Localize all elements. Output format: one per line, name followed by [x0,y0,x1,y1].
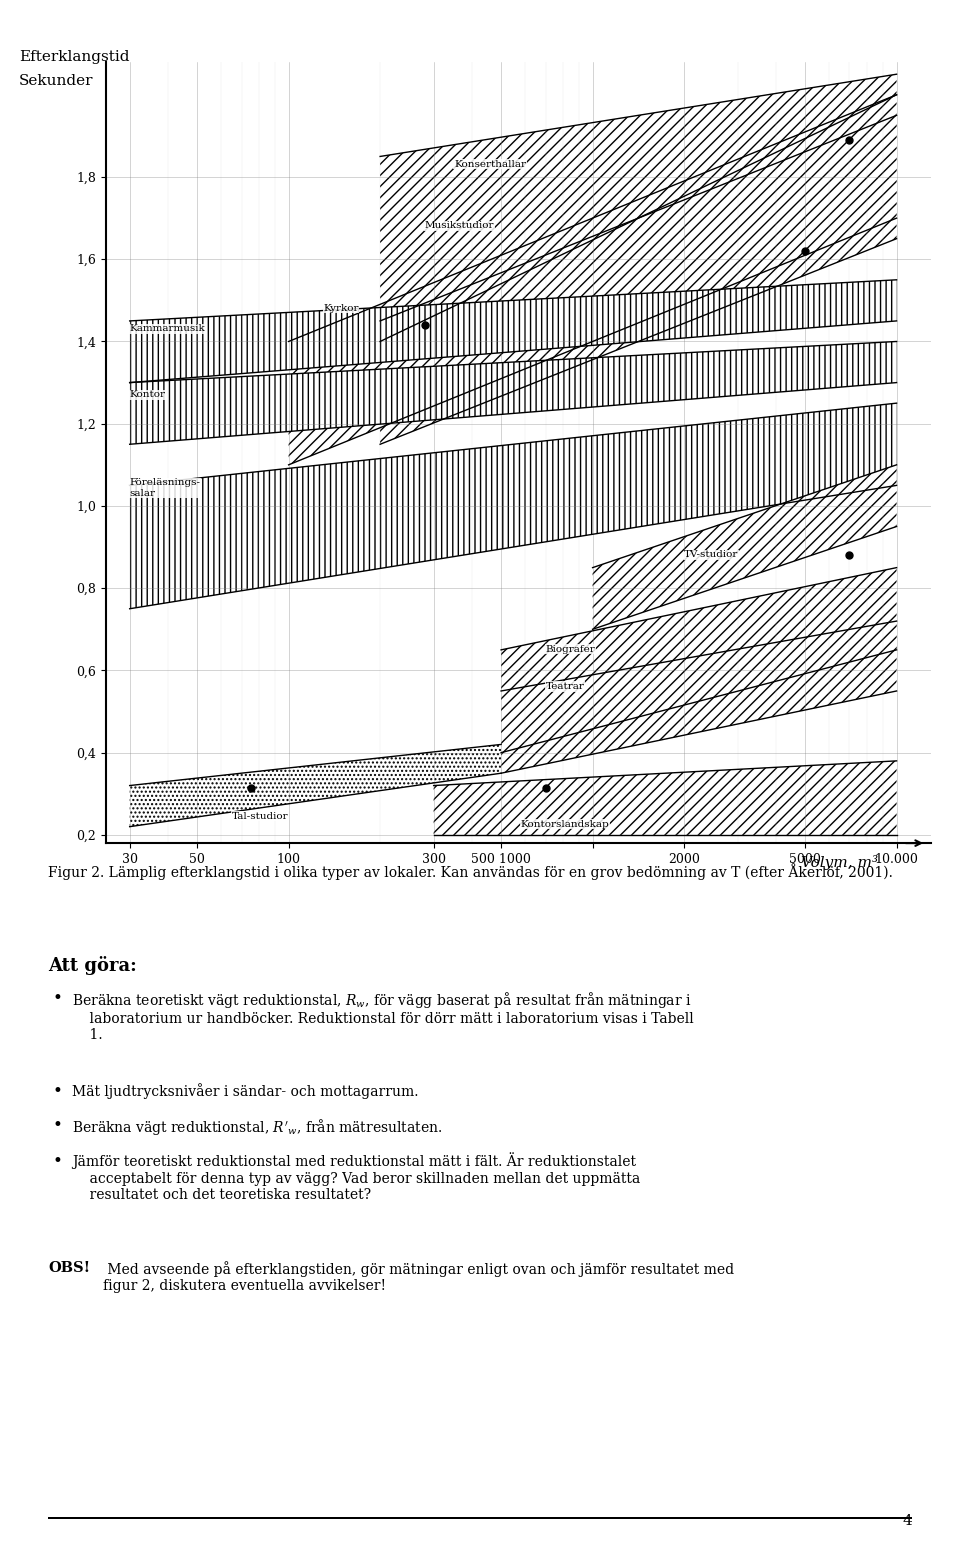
Text: Figur 2. Lämplig efterklangstid i olika typer av lokaler. Kan användas för en gr: Figur 2. Lämplig efterklangstid i olika … [48,863,893,880]
Text: Biografer: Biografer [545,645,595,654]
Text: Sekunder: Sekunder [19,74,94,88]
Text: Föreläsnings-
salar: Föreläsnings- salar [130,478,201,498]
Text: Kammarmusik: Kammarmusik [130,325,205,333]
Text: TV-studior: TV-studior [684,551,738,560]
Text: Konserthallar: Konserthallar [454,159,526,169]
Text: Kontor: Kontor [130,390,166,399]
Text: Beräkna teoretiskt vägt reduktionstal, $R_w$, för vägg baserat på resultat från : Beräkna teoretiskt vägt reduktionstal, $… [72,990,694,1043]
Text: •: • [53,990,62,1007]
Text: Volym, m³: Volym, m³ [802,855,878,871]
Text: Att göra:: Att göra: [48,956,136,975]
Text: Beräkna vägt reduktionstal, $R'_w$, från mätresultaten.: Beräkna vägt reduktionstal, $R'_w$, från… [72,1117,443,1137]
Text: •: • [53,1117,62,1134]
Text: OBS!: OBS! [48,1261,90,1275]
Text: •: • [53,1153,62,1170]
Text: Musikstudior: Musikstudior [424,221,494,231]
Text: 4: 4 [902,1515,912,1528]
Text: Kyrkor: Kyrkor [324,303,359,312]
Text: Tal-studior: Tal-studior [231,812,288,820]
Text: Med avseende på efterklangstiden, gör mätningar enligt ovan och jämför resultate: Med avseende på efterklangstiden, gör mä… [103,1261,733,1293]
Text: Jämför teoretiskt reduktionstal med reduktionstal mätt i fält. Är reduktionstale: Jämför teoretiskt reduktionstal med redu… [72,1153,640,1202]
Text: Mät ljudtrycksnivåer i sändar- och mottagarrum.: Mät ljudtrycksnivåer i sändar- och motta… [72,1083,419,1098]
Text: Kontorslandskap: Kontorslandskap [520,820,610,829]
Text: •: • [53,1083,62,1100]
Text: Efterklangstid: Efterklangstid [19,50,130,63]
Text: Teatrar: Teatrar [545,682,585,692]
